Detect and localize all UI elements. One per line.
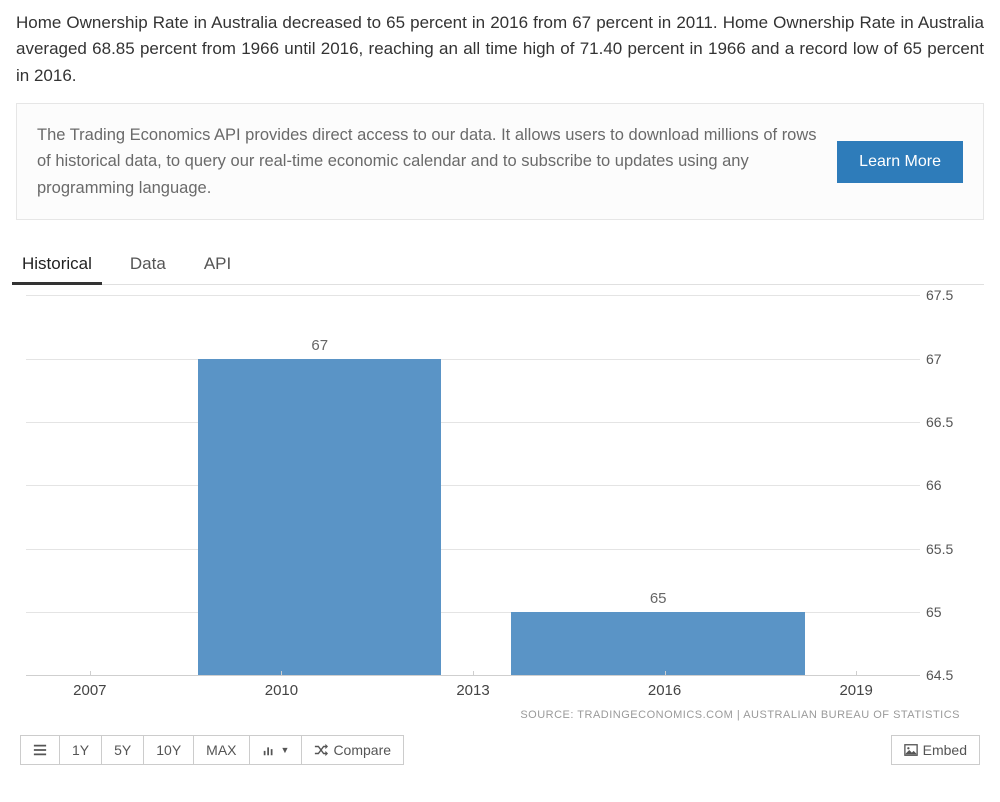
gridline [26, 422, 920, 423]
x-axis-label: 2013 [456, 682, 489, 699]
bar-value-label: 67 [311, 337, 328, 354]
y-axis-label: 67.5 [926, 287, 974, 303]
tab-data[interactable]: Data [126, 248, 170, 284]
x-tick [665, 671, 666, 676]
x-tick [473, 671, 474, 676]
chevron-down-icon: ▼ [281, 745, 290, 755]
tab-api[interactable]: API [200, 248, 235, 284]
list-icon [33, 743, 47, 757]
promo-text: The Trading Economics API provides direc… [37, 122, 817, 201]
chart-type-button[interactable]: ▼ [249, 735, 303, 765]
chart-source-text: SOURCE: TRADINGECONOMICS.COM | AUSTRALIA… [20, 709, 960, 721]
embed-label: Embed [923, 742, 967, 758]
gridline [26, 295, 920, 296]
api-promo-box: The Trading Economics API provides direc… [16, 103, 984, 220]
intro-paragraph: Home Ownership Rate in Australia decreas… [16, 10, 984, 89]
y-axis-label: 66 [926, 477, 974, 493]
range-5y-button[interactable]: 5Y [101, 735, 144, 765]
y-axis-label: 65 [926, 604, 974, 620]
toolbar-left-group: 1Y5Y10YMAX ▼ Compare [20, 735, 404, 765]
gridline [26, 359, 920, 360]
x-axis-label: 2019 [839, 682, 872, 699]
chart-bar[interactable]: 67 [198, 359, 441, 676]
learn-more-button[interactable]: Learn More [837, 141, 963, 183]
chart-container: 64.56565.56666.56767.56765 2007201020132… [20, 295, 980, 721]
gridline [26, 549, 920, 550]
range-max-button[interactable]: MAX [193, 735, 249, 765]
tab-historical[interactable]: Historical [18, 248, 96, 284]
range-1y-button[interactable]: 1Y [59, 735, 102, 765]
x-tick [281, 671, 282, 676]
y-axis-label: 67 [926, 351, 974, 367]
list-view-button[interactable] [20, 735, 60, 765]
gridline [26, 485, 920, 486]
chart-plot-area[interactable]: 64.56565.56666.56767.56765 [26, 295, 920, 675]
bar-value-label: 65 [650, 590, 667, 607]
x-tick [90, 671, 91, 676]
x-axis-label: 2016 [648, 682, 681, 699]
compare-button[interactable]: Compare [301, 735, 404, 765]
y-axis-label: 65.5 [926, 541, 974, 557]
chart-toolbar: 1Y5Y10YMAX ▼ Compare Embed [16, 735, 984, 765]
embed-button[interactable]: Embed [891, 735, 980, 765]
compare-label: Compare [333, 742, 391, 758]
shuffle-icon [314, 743, 328, 757]
x-axis-label: 2007 [73, 682, 106, 699]
range-10y-button[interactable]: 10Y [143, 735, 194, 765]
x-tick [856, 671, 857, 676]
chart-x-axis: 2007 2010 2013 2016 2019 [26, 675, 920, 701]
y-axis-label: 64.5 [926, 667, 974, 683]
y-axis-label: 66.5 [926, 414, 974, 430]
chart-bar[interactable]: 65 [511, 612, 805, 675]
chart-tabs: Historical Data API [16, 248, 984, 285]
x-axis-label: 2010 [265, 682, 298, 699]
bar-chart-icon [262, 743, 276, 757]
toolbar-right-group: Embed [891, 735, 980, 765]
image-icon [904, 743, 918, 757]
